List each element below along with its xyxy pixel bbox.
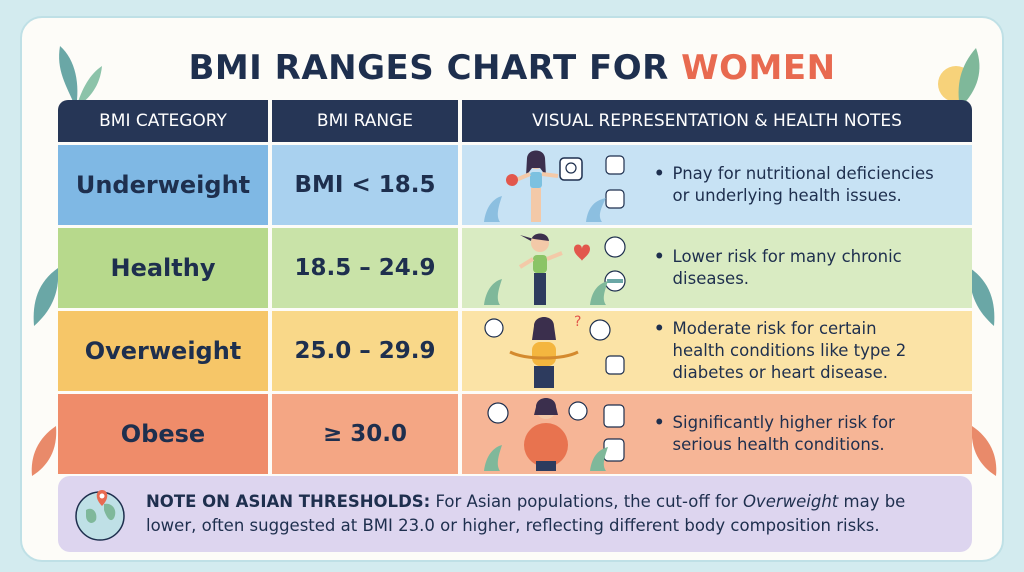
healthy-woman-illustration: [484, 233, 626, 305]
health-note: • Significantly higher risk for serious h…: [654, 413, 895, 454]
leaf-decoration-icon: [938, 48, 980, 108]
obese-woman-illustration: [484, 398, 625, 471]
category-label: Underweight: [75, 171, 251, 199]
svg-text:?: ?: [574, 314, 581, 330]
range-value: 18.5 – 24.9: [294, 255, 436, 281]
asian-threshold-note: NOTE ON ASIAN THRESHOLDS: For Asian popu…: [58, 476, 972, 552]
health-note: • Moderate risk for certain health condit…: [654, 319, 907, 382]
header-notes: VISUAL REPRESENTATION & HEALTH NOTES: [462, 100, 972, 142]
health-note: • Lower risk for many chronic diseases.: [654, 247, 902, 288]
joint-pain-icon: [603, 404, 625, 428]
range-value: ≥ 30.0: [322, 421, 408, 447]
underweight-woman-illustration: [484, 150, 625, 222]
health-note: • Pnay for nutritional deficiencies or un…: [654, 164, 934, 205]
leaf-decoration-icon: [59, 46, 102, 108]
table-row-overweight: Overweight 25.0 – 29.9 ? • Moderate risk…: [58, 311, 972, 391]
globe-pin-icon: [75, 490, 125, 541]
scale-icon: [559, 157, 583, 181]
dumbbell-icon: [607, 279, 623, 283]
header-range: BMI RANGE: [272, 100, 458, 142]
table-header: BMI CATEGORY BMI RANGE VISUAL REPRESENTA…: [58, 100, 972, 142]
note-text: NOTE ON ASIAN THRESHOLDS: For Asian popu…: [146, 492, 906, 535]
table-row-underweight: Underweight BMI < 18.5: [58, 145, 972, 225]
leaf-decoration-icon: [969, 268, 995, 326]
leaf-decoration-icon: [971, 426, 997, 476]
table-row-healthy: Healthy 18.5 – 24.9: [58, 228, 972, 308]
heartbeat-icon: [574, 244, 590, 261]
range-value: BMI < 18.5: [294, 172, 436, 198]
header-category: BMI CATEGORY: [58, 100, 268, 142]
leaf-decoration-icon: [31, 426, 57, 476]
overweight-woman-illustration: ?: [484, 314, 625, 388]
category-label: Healthy: [110, 254, 216, 282]
category-label: Overweight: [84, 337, 242, 365]
bmi-table: BMI CATEGORY BMI RANGE VISUAL REPRESENTA…: [58, 100, 972, 474]
category-label: Obese: [120, 420, 206, 448]
table-row-obese: Obese ≥ 30.0 • Significantly h: [58, 394, 972, 474]
range-value: 25.0 – 29.9: [294, 338, 436, 364]
page-title: BMI RANGES CHART FOR WOMEN: [188, 48, 836, 88]
leaf-decoration-icon: [33, 268, 59, 326]
infographic-card: BMI RANGES CHART FOR WOMEN BMI CATEGORY …: [20, 16, 1004, 562]
heartbeat-icon: [589, 319, 611, 341]
